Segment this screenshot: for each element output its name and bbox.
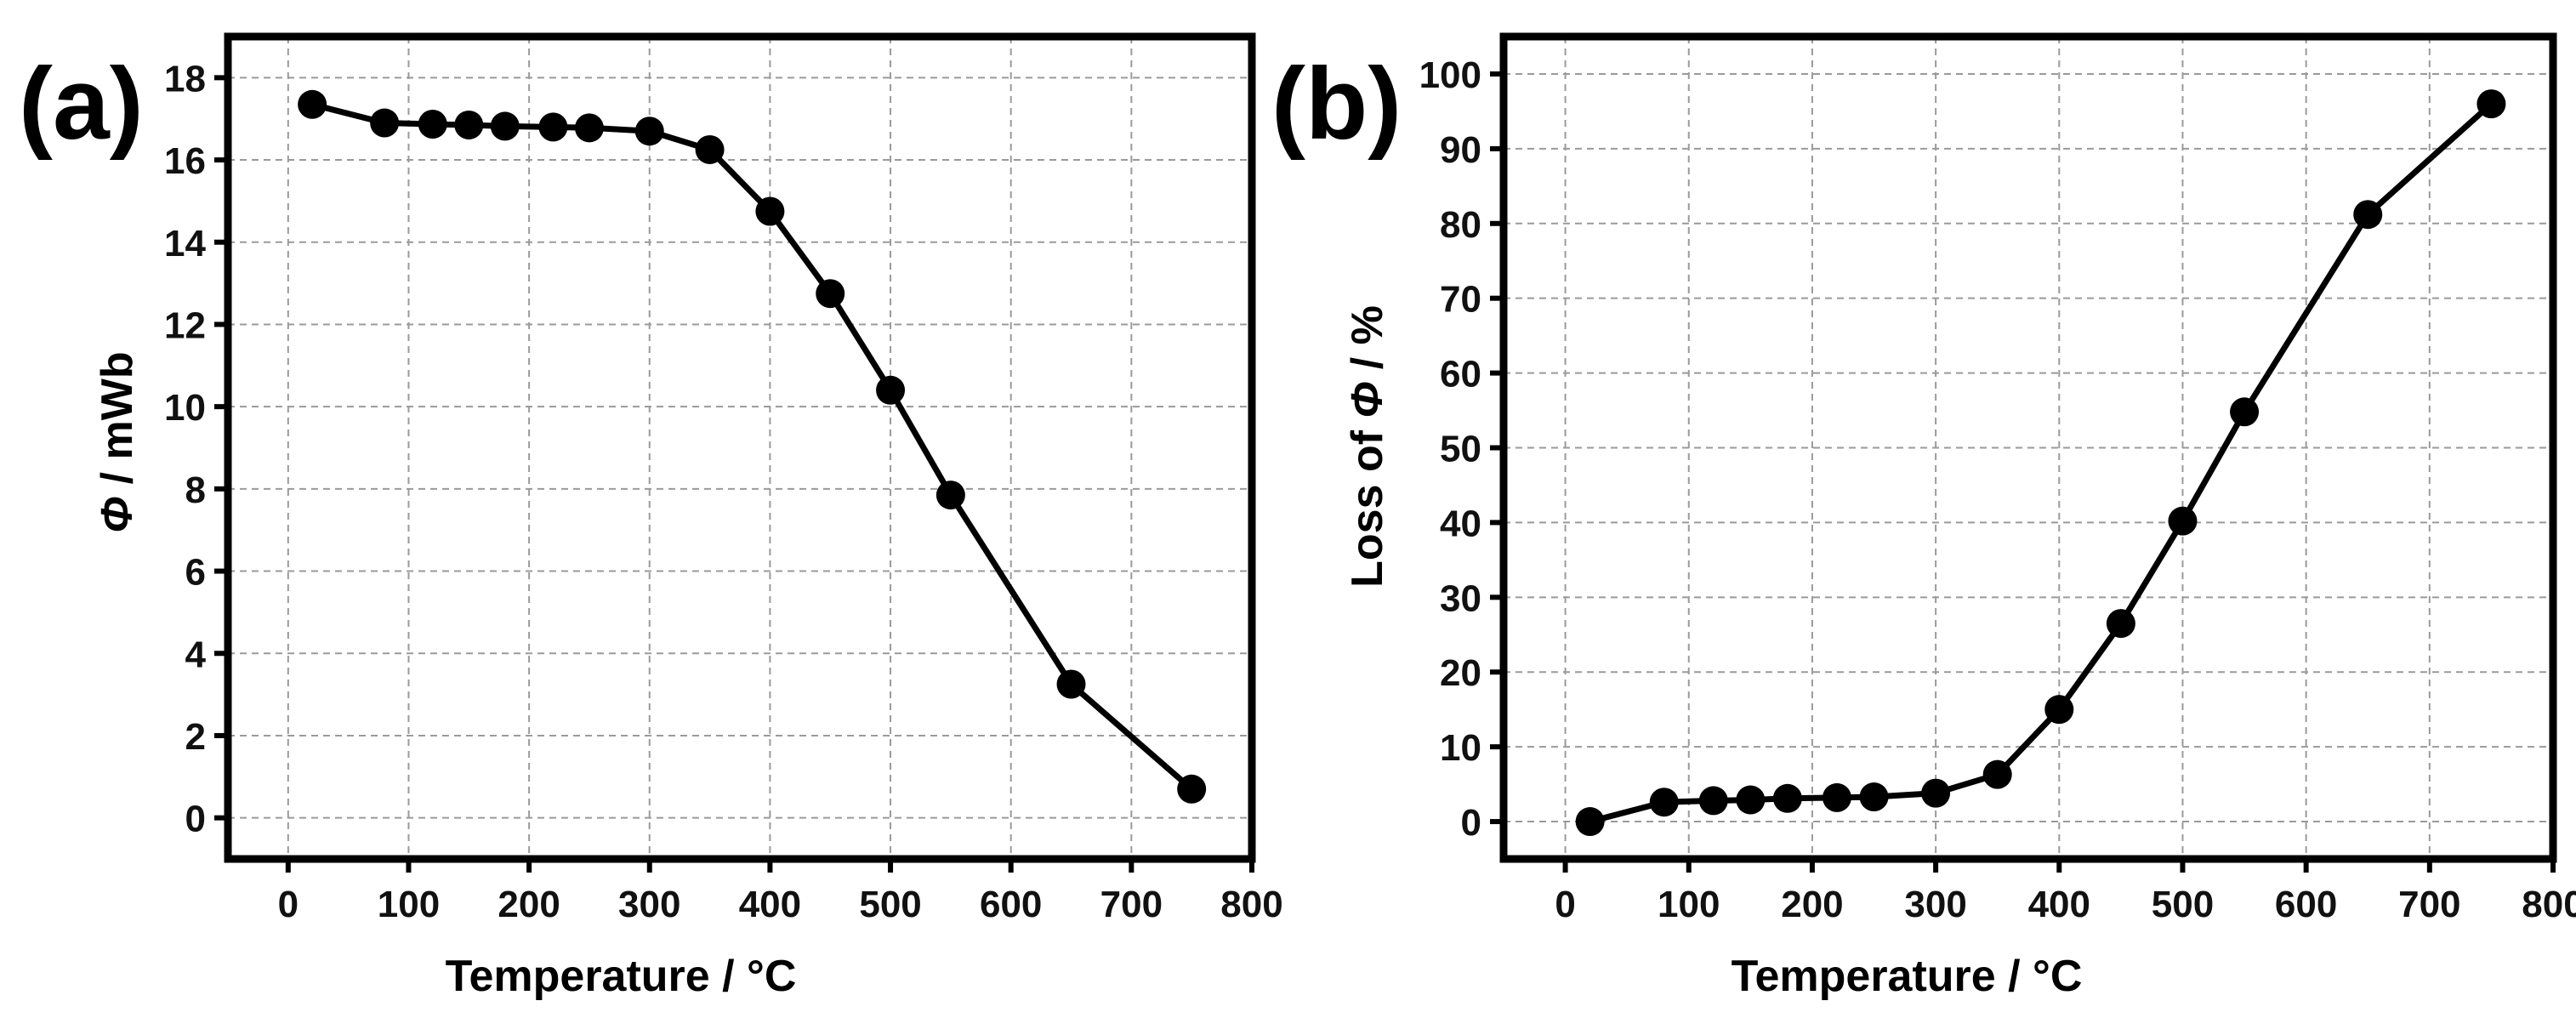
panel-b-y-axis-title: Loss of Φ / % — [1343, 305, 1392, 588]
x-tick-label: 600 — [980, 884, 1042, 925]
panel-b-plot-frame — [1499, 32, 2557, 863]
data-point — [2230, 397, 2260, 427]
panel-a-grid — [228, 37, 1253, 859]
data-point — [1921, 778, 1951, 808]
panel-a: 0 100 200 300 400 500 600 700 800 0 2 4 6 8 10 12 14 16 18… — [19, 32, 1283, 1001]
data-point — [1859, 782, 1889, 812]
x-tick-label: 200 — [498, 884, 560, 925]
x-tick-label: 400 — [2028, 884, 2090, 925]
data-point — [634, 117, 664, 146]
x-tick-label: 300 — [1904, 884, 1966, 925]
panel-a-y-axis-symbol: Φ — [93, 497, 142, 533]
x-tick-label: 0 — [1555, 884, 1575, 925]
y-tick-label: 100 — [1419, 54, 1481, 96]
data-point — [1822, 782, 1851, 812]
y-tick-label: 4 — [185, 634, 207, 675]
panel-a-y-axis-unit: / mWb — [93, 351, 142, 496]
y-tick-label: 16 — [164, 140, 206, 182]
x-tick-label: 200 — [1781, 884, 1843, 925]
y-tick-label: 18 — [164, 58, 206, 100]
data-point — [755, 196, 785, 226]
data-point — [490, 111, 520, 141]
panel-b-grid — [1504, 37, 2554, 859]
x-tick-label: 100 — [378, 884, 440, 925]
data-point — [1698, 786, 1728, 816]
panel-a-tick-labels: 0 100 200 300 400 500 600 700 800 0 2 4 6 8 10 12 14 16 18 — [164, 58, 1283, 925]
panel-b-tick-labels: 0 100 200 300 400 500 600 700 800 0 10 20 30 40 50 60 70… — [1419, 54, 2576, 925]
y-tick-label: 0 — [185, 799, 206, 840]
x-tick-label: 400 — [739, 884, 801, 925]
x-tick-label: 600 — [2275, 884, 2337, 925]
y-tick-label: 40 — [1440, 503, 1481, 544]
x-tick-label: 500 — [859, 884, 921, 925]
x-tick-label: 800 — [1220, 884, 1282, 925]
panel-b-label: (b) — [1271, 47, 1402, 161]
x-tick-label: 500 — [2152, 884, 2214, 925]
x-tick-label: 100 — [1658, 884, 1720, 925]
y-tick-label: 60 — [1440, 354, 1481, 395]
data-point — [298, 89, 327, 119]
y-tick-label: 14 — [164, 223, 206, 264]
y-tick-label: 0 — [1461, 802, 1481, 844]
data-point — [2476, 89, 2506, 119]
data-point — [454, 110, 484, 139]
data-point — [1575, 807, 1605, 837]
x-tick-label: 300 — [618, 884, 680, 925]
data-point — [2353, 200, 2383, 230]
y-tick-label: 10 — [1440, 727, 1481, 769]
x-tick-label: 0 — [278, 884, 299, 925]
data-point — [2044, 695, 2074, 725]
data-point — [2168, 506, 2198, 536]
y-tick-label: 10 — [164, 387, 206, 429]
panel-b-y-axis-symbol: Φ — [1343, 382, 1392, 418]
x-tick-label: 700 — [2398, 884, 2460, 925]
data-point — [876, 375, 906, 405]
panel-a-y-axis-title: Φ / mWb — [93, 351, 142, 532]
panel-a-ticks — [214, 75, 1254, 873]
data-point — [816, 279, 845, 309]
y-tick-label: 80 — [1440, 204, 1481, 246]
panel-b: 0 100 200 300 400 500 600 700 800 0 10 20 30 40 50 60 70… — [1271, 32, 2576, 1001]
panel-b-x-axis-title: Temperature / °C — [1732, 952, 2083, 1001]
data-point — [574, 113, 604, 143]
data-point — [935, 481, 965, 510]
panel-a-x-axis-title: Temperature / °C — [446, 952, 797, 1001]
panel-a-label: (a) — [19, 47, 144, 161]
y-tick-label: 12 — [164, 304, 206, 346]
y-tick-label: 6 — [185, 552, 206, 594]
panel-b-y-axis-prefix: Loss of — [1343, 418, 1392, 588]
x-tick-label: 800 — [2522, 884, 2576, 925]
y-tick-label: 8 — [185, 469, 206, 511]
data-point — [370, 108, 400, 138]
panel-b-markers — [1575, 89, 2506, 837]
data-point — [2106, 609, 2135, 639]
panel-b-y-axis-unit: / % — [1343, 305, 1392, 382]
y-tick-label: 30 — [1440, 577, 1481, 619]
data-point — [1177, 774, 1207, 804]
data-point — [1056, 669, 1086, 699]
y-tick-label: 90 — [1440, 129, 1481, 171]
data-point — [1982, 759, 2012, 789]
data-point — [1736, 785, 1766, 815]
y-tick-label: 2 — [185, 716, 206, 758]
y-tick-label: 20 — [1440, 652, 1481, 694]
data-point — [1649, 788, 1679, 817]
y-tick-label: 70 — [1440, 279, 1481, 321]
y-tick-label: 50 — [1440, 429, 1481, 470]
panel-a-markers — [298, 89, 1207, 804]
panel-a-plot-frame — [224, 32, 1256, 863]
x-tick-label: 700 — [1100, 884, 1163, 925]
data-point — [418, 109, 447, 139]
data-point — [695, 134, 725, 164]
data-point — [538, 112, 568, 142]
data-point — [1772, 783, 1802, 813]
